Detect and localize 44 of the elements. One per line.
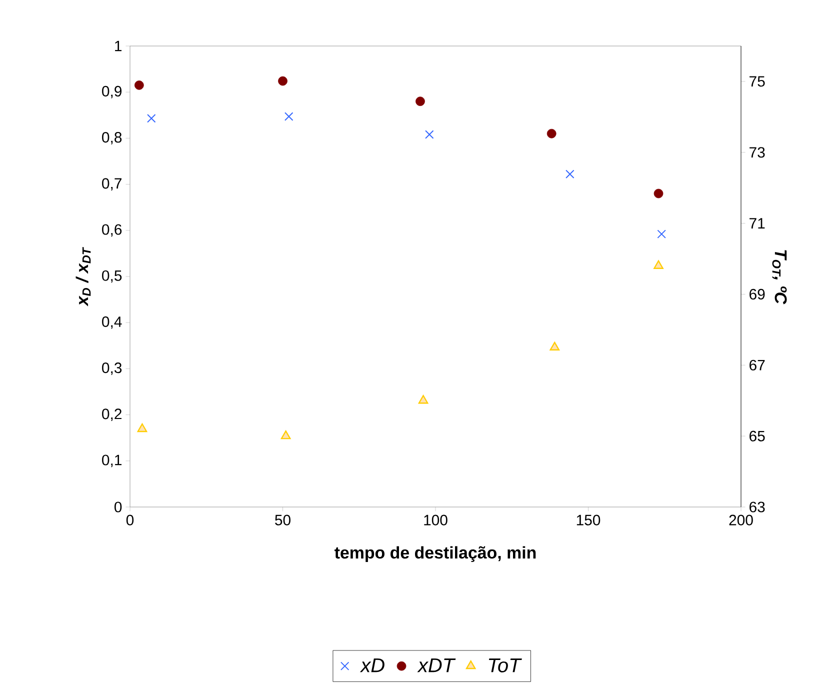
y-tick-label: 0,2 (102, 408, 122, 421)
y-tick-label: 0,8 (102, 132, 122, 144)
y-tick-label: 0,5 (102, 270, 122, 283)
y2-tick-label: 71 (750, 218, 765, 228)
y2-axis-title: T$_{OT}$, ºC (772, 250, 787, 304)
y2-tick-label: 69 (750, 288, 765, 300)
point (550, 342, 560, 351)
point (654, 260, 664, 269)
x-tick-label: 100 (424, 514, 448, 526)
point (425, 130, 434, 139)
y2-tick-label: 63 (750, 502, 765, 512)
legend-label: ToT (488, 658, 522, 672)
point (284, 112, 294, 121)
point (280, 430, 291, 440)
y-tick-label: 0,3 (102, 362, 122, 375)
point (134, 80, 144, 90)
point (657, 230, 666, 238)
legend-label: xD (360, 658, 384, 672)
y-axis-title: x$_{D}$ / x$_{DT}$ (76, 247, 91, 306)
point (137, 423, 148, 432)
point (147, 114, 156, 123)
point (278, 76, 288, 86)
x-axis-title: tempo de destilação, min (334, 546, 536, 562)
x-tick-label: 150 (576, 514, 600, 526)
y-tick-label: 0,1 (102, 454, 122, 468)
point (566, 170, 574, 179)
x-tick-label: 0 (126, 514, 134, 526)
x-tick-label: 200 (729, 514, 753, 526)
point (654, 188, 664, 198)
legend-label: xDT (417, 658, 456, 672)
y-tick-label: 1 (115, 40, 122, 52)
y-tick-label: 0 (114, 502, 122, 512)
y2-tick-label: 75 (750, 76, 765, 87)
point (418, 395, 428, 404)
y-tick-label: 0,6 (102, 224, 122, 237)
x-tick-label: 50 (275, 514, 290, 526)
y2-tick-label: 65 (750, 430, 765, 442)
y2-tick-label: 73 (750, 147, 765, 158)
y2-tick-label: 67 (750, 360, 765, 370)
point (546, 128, 556, 138)
y-tick-label: 0,7 (102, 178, 122, 190)
point (416, 96, 425, 106)
y-tick-label: 0,4 (102, 316, 122, 329)
y-tick-label: 0,9 (102, 86, 122, 98)
